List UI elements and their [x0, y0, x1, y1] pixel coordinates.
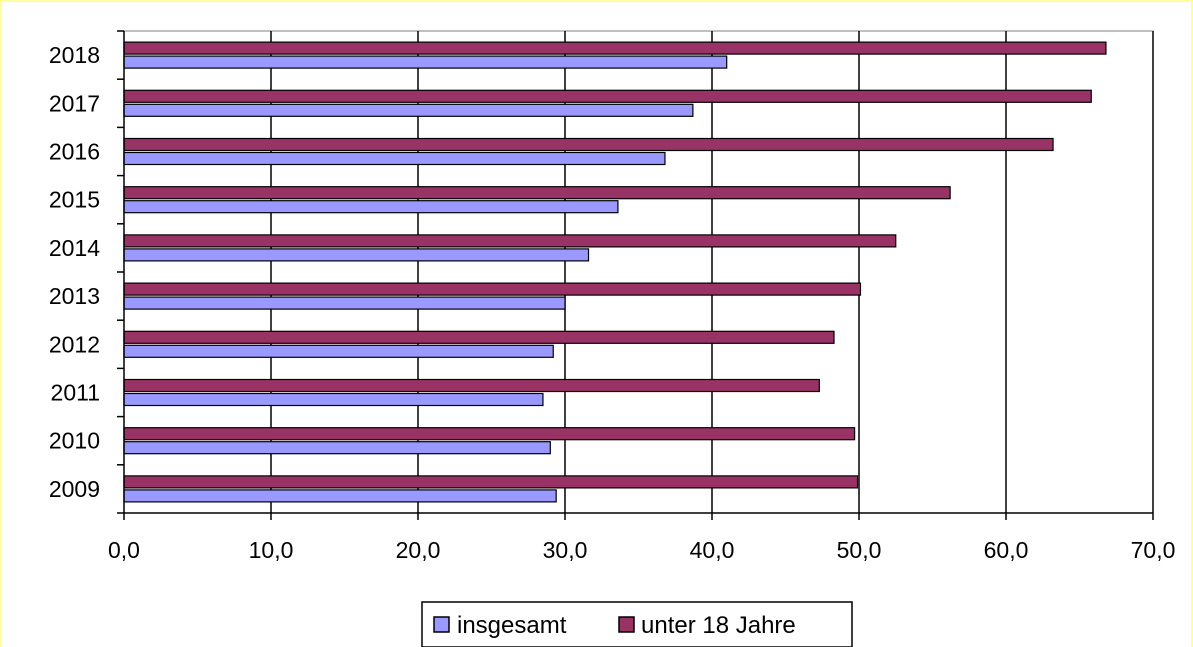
bar-unter-18-jahre-2014 — [123, 234, 897, 248]
tick-labels: 2018 2017 2016 2015 2014 2013 2012 2011 2010 2009… — [49, 42, 1176, 563]
x-tick-label-3: 30,0 — [543, 537, 588, 563]
bar-insgesamt-2009 — [123, 489, 557, 503]
y-tick-label-2018: 2018 — [49, 42, 100, 68]
x-tick-label-0: 0,0 — [108, 537, 140, 563]
x-tick-label-1: 10,0 — [249, 537, 294, 563]
y-tick-label-2014: 2014 — [49, 235, 100, 261]
x-tick-label-7: 70,0 — [1131, 537, 1176, 563]
bar-insgesamt-2011 — [123, 392, 544, 407]
bars — [123, 41, 1107, 503]
y-tick-label-2011: 2011 — [51, 380, 100, 406]
bar-insgesamt-2010 — [123, 441, 551, 455]
y-tick-label-2015: 2015 — [49, 187, 100, 213]
legend-box — [421, 601, 853, 647]
legend-swatch-unter-18-jahre — [618, 616, 635, 633]
x-tick-label-5: 50,0 — [837, 537, 882, 563]
x-tick-label-4: 40,0 — [690, 537, 735, 563]
bar-insgesamt-2014 — [123, 248, 590, 262]
bar-insgesamt-2017 — [123, 103, 694, 117]
bar-unter-18-jahre-2009 — [123, 475, 859, 489]
bar-insgesamt-2016 — [123, 151, 666, 166]
x-tick-label-6: 60,0 — [984, 537, 1029, 563]
y-tick-label-2009: 2009 — [49, 476, 100, 502]
y-tick-label-2013: 2013 — [49, 283, 100, 309]
x-tick-label-2: 20,0 — [396, 537, 441, 563]
bar-insgesamt-2013 — [123, 296, 566, 310]
y-tick-label-2012: 2012 — [49, 331, 100, 357]
bar-unter-18-jahre-2015 — [123, 186, 951, 200]
bar-unter-18-jahre-2012 — [123, 330, 835, 344]
plot-area — [123, 30, 1154, 514]
bar-insgesamt-2012 — [123, 344, 554, 358]
bar-unter-18-jahre-2018 — [123, 41, 1107, 55]
bar-insgesamt-2015 — [123, 200, 619, 214]
legend: insgesamt unter 18 Jahre — [421, 601, 853, 647]
bar-unter-18-jahre-2017 — [123, 89, 1092, 103]
bar-unter-18-jahre-2011 — [123, 378, 820, 393]
axes — [117, 30, 1154, 520]
bar-unter-18-jahre-2013 — [123, 282, 862, 296]
legend-label-unter-18-jahre: unter 18 Jahre — [641, 612, 796, 639]
y-tick-label-2016: 2016 — [49, 139, 100, 165]
bar-unter-18-jahre-2016 — [123, 137, 1054, 152]
y-tick-label-2017: 2017 — [49, 90, 100, 116]
bar-unter-18-jahre-2010 — [123, 427, 856, 441]
legend-swatch-insgesamt — [433, 616, 450, 633]
y-tick-label-2010: 2010 — [49, 428, 100, 454]
bar-insgesamt-2018 — [123, 55, 728, 69]
legend-label-insgesamt: insgesamt — [457, 612, 567, 639]
